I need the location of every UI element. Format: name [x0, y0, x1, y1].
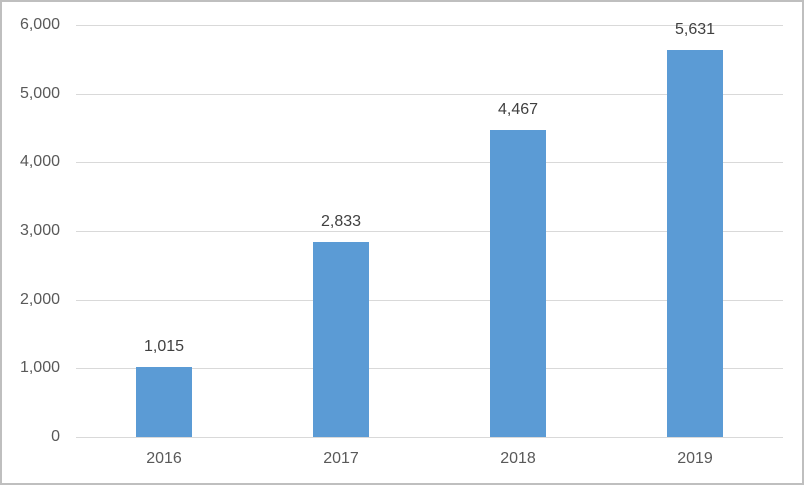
data-label-2016: 1,015 [143, 338, 185, 355]
gridline-4,000 [76, 162, 783, 163]
y-tick-label-0: 0 [51, 428, 60, 445]
gridline-1,000 [76, 368, 783, 369]
gridline-5,000 [76, 94, 783, 95]
bar-2019 [667, 50, 723, 437]
data-label-2017: 2,833 [320, 213, 362, 230]
y-tick-label-2,000: 2,000 [19, 291, 60, 308]
gridline-2,000 [76, 300, 783, 301]
y-tick-label-5,000: 5,000 [19, 85, 60, 102]
gridline-6,000 [76, 25, 783, 26]
y-tick-label-6,000: 6,000 [19, 16, 60, 33]
x-tick-label-2017: 2017 [323, 450, 359, 467]
gridline-3,000 [76, 231, 783, 232]
x-tick-label-2019: 2019 [677, 450, 713, 467]
bar-2016 [136, 367, 192, 437]
data-label-2018: 4,467 [497, 101, 539, 118]
data-label-2019: 5,631 [674, 21, 716, 38]
x-axis-line [76, 437, 783, 438]
x-tick-label-2018: 2018 [500, 450, 536, 467]
bar-2018 [490, 130, 546, 437]
y-tick-label-4,000: 4,000 [19, 153, 60, 170]
x-tick-label-2016: 2016 [146, 450, 182, 467]
bar-2017 [313, 242, 369, 437]
y-tick-label-3,000: 3,000 [19, 222, 60, 239]
y-tick-label-1,000: 1,000 [19, 359, 60, 376]
